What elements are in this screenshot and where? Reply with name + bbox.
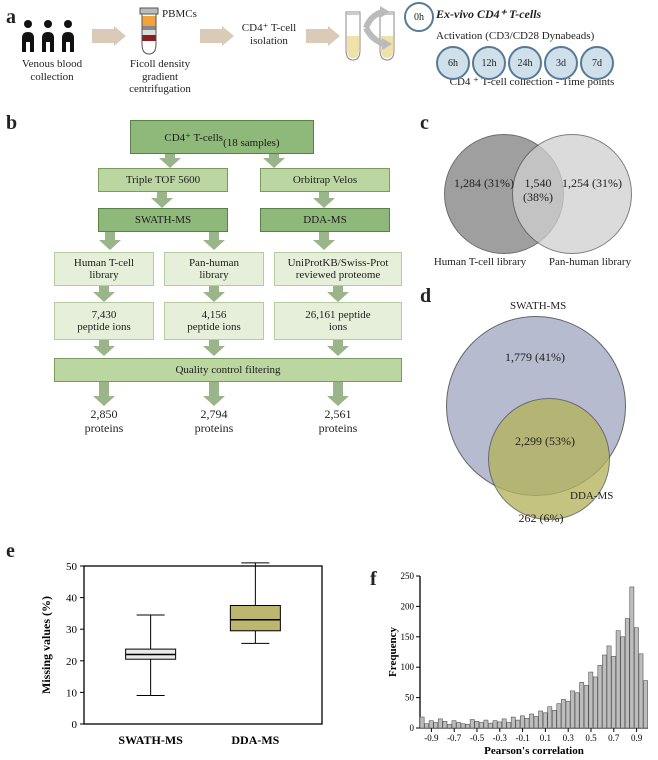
venn-d-bot-text: 262 (6%) <box>506 512 576 526</box>
venn-d-top-text: 1,779 (41%) <box>500 350 570 364</box>
time-0h: 0h <box>404 2 434 32</box>
flow-box: 4,156peptide ions <box>164 302 264 340</box>
svg-text:SWATH-MS: SWATH-MS <box>118 733 183 747</box>
flow-arrow <box>313 232 335 250</box>
cd4iso-label: CD4⁺ T-cell isolation <box>232 22 306 47</box>
svg-text:0: 0 <box>410 723 415 733</box>
flow-box: SWATH-MS <box>98 208 228 232</box>
flow-box: 26,161 peptideions <box>274 302 402 340</box>
venn-d-mid-text: 2,299 (53%) <box>510 434 580 448</box>
svg-text:50: 50 <box>405 693 415 703</box>
svg-text:0.7: 0.7 <box>608 733 620 743</box>
flow-result: 2,794proteins <box>168 408 260 436</box>
hist-svg: 0 50 100 150 200 250 -0.9 -0.7 -0.5 -0.3 -0.1 0.1 0.… <box>386 572 652 756</box>
exvivo-label: Ex-vivo CD4⁺ T-cells <box>436 8 566 22</box>
svg-text:Missing values (%): Missing values (%) <box>39 596 53 694</box>
activation-label: Activation (CD3/CD28 Dynabeads) <box>436 30 646 43</box>
flow-arrow <box>203 232 225 250</box>
arrow-a3 <box>306 26 340 46</box>
venn-d-bottom-label: DDA-MS <box>570 490 640 503</box>
flow-box: Orbitrap Velos <box>260 168 390 192</box>
venn-c-left-text: 1,284 (31%) <box>454 176 514 190</box>
split-arrow-icon <box>362 6 408 50</box>
panel-f-hist: 0 50 100 150 200 250 -0.9 -0.7 -0.5 -0.3 -0.1 0.1 0.… <box>386 572 652 756</box>
flow-arrow <box>203 286 225 302</box>
flow-box: Quality control filtering <box>54 358 402 382</box>
time-3d: 3d <box>544 46 578 80</box>
venous-label: Venous blood collection <box>6 58 98 83</box>
venn-c-left-label: Human T-cell library <box>430 256 530 269</box>
svg-text:Pearson's correlation: Pearson's correlation <box>484 745 584 756</box>
venn-c-right-text: 1,254 (31%) <box>562 176 622 190</box>
svg-text:0.3: 0.3 <box>563 733 575 743</box>
time-6h: 6h <box>436 46 470 80</box>
flow-arrow <box>93 382 115 406</box>
svg-text:DDA-MS: DDA-MS <box>231 733 279 747</box>
flow-arrow <box>327 382 349 406</box>
panel-e-boxplot: 0 10 20 30 40 50 Missing values (%) SWATH-MS DDA… <box>38 560 328 750</box>
flow-box: 7,430peptide ions <box>54 302 154 340</box>
panel-c-letter: c <box>420 112 429 135</box>
venn-c-right-label: Pan-human library <box>540 256 640 269</box>
flow-arrow <box>263 154 285 168</box>
panel-b-letter: b <box>6 112 17 135</box>
svg-text:0.9: 0.9 <box>631 733 643 743</box>
arrow-a1 <box>92 26 126 46</box>
flow-box: Triple TOF 5600 <box>98 168 228 192</box>
svg-text:40: 40 <box>66 593 78 605</box>
svg-text:10: 10 <box>66 687 78 699</box>
time-7d: 7d <box>580 46 614 80</box>
svg-text:Frequency: Frequency <box>387 627 399 677</box>
ficoll-tube-icon <box>136 6 162 56</box>
svg-text:-0.5: -0.5 <box>470 733 485 743</box>
activation-rest: (CD3/CD28 Dynabeads) <box>485 30 594 42</box>
svg-text:30: 30 <box>66 624 78 636</box>
flow-arrow <box>93 286 115 302</box>
flow-box: CD4⁺ T-cells(18 samples) <box>130 120 314 154</box>
pbmc-label: PBMCs <box>162 8 208 21</box>
svg-text:100: 100 <box>401 662 415 672</box>
svg-text:0.5: 0.5 <box>585 733 597 743</box>
flow-arrow <box>203 340 225 356</box>
svg-text:-0.9: -0.9 <box>424 733 439 743</box>
panel-e-letter: e <box>6 540 15 563</box>
tube1-icon <box>344 10 362 62</box>
flow-result: 2,561proteins <box>292 408 384 436</box>
flow-box: UniProtKB/Swiss-Protreviewed proteome <box>274 252 402 286</box>
svg-text:0.1: 0.1 <box>540 733 551 743</box>
svg-text:-0.3: -0.3 <box>493 733 508 743</box>
flow-arrow <box>99 232 121 250</box>
svg-text:250: 250 <box>401 572 415 581</box>
flow-box: Pan-humanlibrary <box>164 252 264 286</box>
svg-text:150: 150 <box>401 632 415 642</box>
ficoll-label: Ficoll density gradient centrifugation <box>112 58 208 96</box>
time-24h: 24h <box>508 46 542 80</box>
flow-arrow <box>327 340 349 356</box>
arrow-a2 <box>200 26 234 46</box>
panel-f-letter: f <box>370 568 377 591</box>
activation-bold: Activation <box>436 30 482 42</box>
flow-box: DDA-MS <box>260 208 390 232</box>
svg-text:200: 200 <box>401 601 415 611</box>
flow-arrow <box>327 286 349 302</box>
flow-result: 2,850proteins <box>58 408 150 436</box>
flow-box: Human T-celllibrary <box>54 252 154 286</box>
panel-d-letter: d <box>420 285 431 308</box>
svg-text:-0.7: -0.7 <box>447 733 462 743</box>
flow-arrow <box>159 154 181 168</box>
svg-text:-0.1: -0.1 <box>515 733 529 743</box>
venn-c-mid-text: 1,540 (38%) <box>510 176 566 205</box>
time-12h: 12h <box>472 46 506 80</box>
svg-text:20: 20 <box>66 656 78 668</box>
panel-a-letter: a <box>6 6 16 29</box>
flow-arrow <box>313 192 335 208</box>
flow-arrow <box>203 382 225 406</box>
svg-text:0: 0 <box>72 719 78 731</box>
venn-d-top-label: SWATH-MS <box>510 300 600 313</box>
flow-arrow <box>93 340 115 356</box>
boxplot-svg: 0 10 20 30 40 50 Missing values (%) SWATH-MS DDA… <box>38 560 328 750</box>
flow-arrow <box>151 192 173 208</box>
people-icon <box>18 18 80 54</box>
svg-text:50: 50 <box>66 561 78 573</box>
